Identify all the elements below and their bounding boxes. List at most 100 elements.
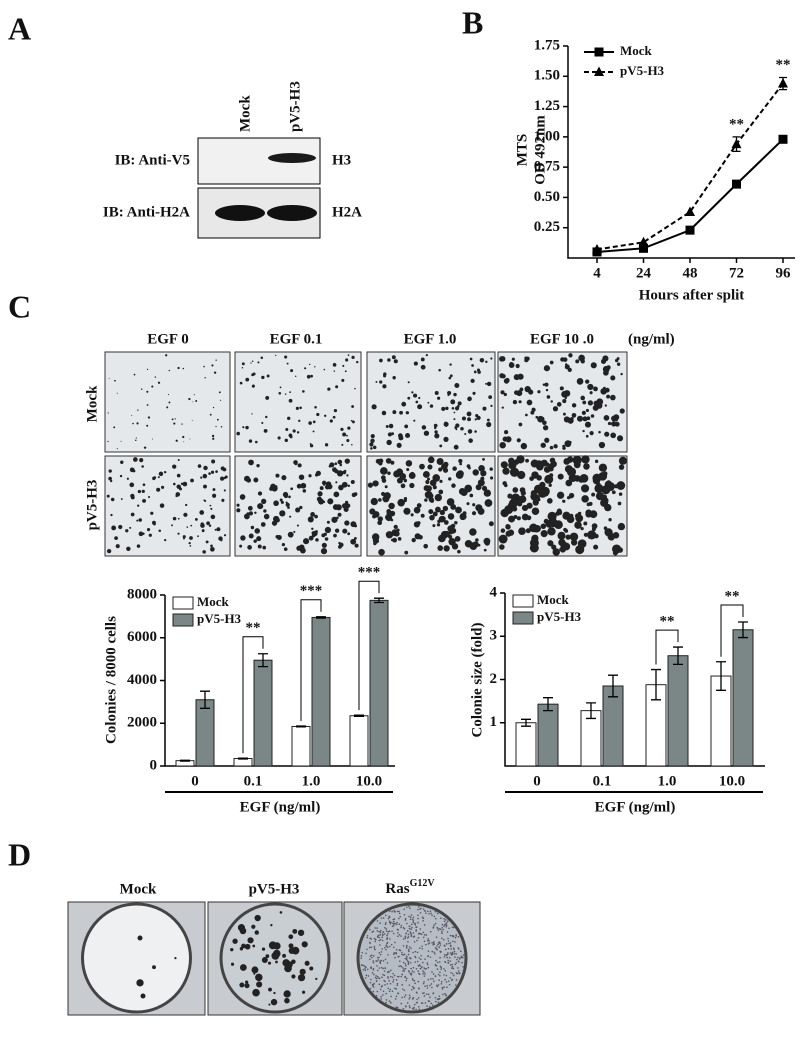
colony [390, 460, 395, 465]
colony [518, 400, 522, 404]
colony [531, 507, 540, 515]
focus [426, 987, 429, 989]
focus [376, 920, 379, 922]
focus [388, 930, 391, 933]
colony [545, 388, 549, 392]
focus [365, 974, 368, 977]
colony [411, 391, 414, 394]
x-tick-label: 10.0 [719, 773, 745, 789]
focus [412, 921, 415, 924]
colony [609, 422, 612, 425]
focus [409, 931, 412, 933]
focus [408, 1005, 411, 1007]
colony [488, 521, 494, 527]
y-axis-label: MTS [514, 134, 530, 167]
colony [202, 473, 208, 479]
focus [426, 910, 429, 913]
colony [295, 406, 299, 410]
focus [369, 928, 371, 931]
focus [446, 956, 448, 959]
focus [403, 968, 405, 970]
colony [192, 401, 194, 403]
colony [298, 474, 305, 480]
x-tick-label: 72 [729, 265, 744, 281]
y-tick-label: 2 [490, 671, 498, 687]
colony [396, 528, 400, 532]
significance-bracket [300, 599, 322, 722]
focus [386, 962, 389, 964]
colony [489, 476, 494, 480]
colony [505, 524, 510, 528]
focus [423, 924, 426, 926]
colony [219, 476, 225, 481]
focus [393, 920, 395, 923]
focus [428, 912, 430, 915]
colony [342, 528, 348, 534]
colony [481, 485, 488, 491]
focus [365, 977, 367, 979]
colony [312, 420, 316, 424]
focus [439, 942, 441, 945]
colony [533, 496, 540, 503]
focus [445, 922, 448, 924]
focus [418, 987, 420, 990]
colony [261, 498, 267, 504]
focus [380, 959, 383, 962]
colony [223, 534, 227, 537]
focus [417, 970, 420, 972]
focus [412, 979, 414, 981]
focus [439, 944, 442, 946]
focus [461, 961, 463, 964]
colony [436, 507, 440, 511]
colony [386, 439, 392, 446]
colony [176, 473, 181, 478]
colony [337, 506, 340, 509]
colony [189, 438, 191, 440]
focus [371, 983, 374, 986]
colony [589, 391, 593, 395]
colony [203, 484, 207, 489]
focus [377, 959, 380, 961]
focus [418, 947, 421, 949]
focus [407, 949, 410, 952]
x-axis-label: EGF (ng/ml) [240, 799, 321, 815]
focus [443, 924, 446, 926]
focus [384, 984, 386, 986]
colony [526, 399, 533, 406]
focus [405, 906, 408, 909]
error-bar [738, 621, 748, 639]
colony [324, 484, 330, 490]
focus [446, 953, 449, 956]
focus [430, 1002, 433, 1005]
focus [392, 922, 394, 925]
colony [137, 504, 140, 507]
colony [612, 532, 620, 539]
colony [290, 369, 294, 373]
colony [540, 530, 548, 538]
focus [361, 951, 364, 954]
colony [139, 458, 144, 463]
colony [573, 461, 581, 469]
colony [246, 512, 250, 516]
colony [465, 540, 470, 545]
colony [562, 499, 566, 503]
focus [419, 928, 422, 930]
colony [188, 541, 191, 545]
colony [251, 413, 253, 415]
colony [350, 419, 353, 422]
focus [410, 972, 413, 975]
colony [585, 379, 590, 384]
focus [435, 965, 438, 967]
colony [414, 533, 421, 540]
colony [181, 423, 183, 425]
focus [422, 908, 425, 910]
colony [156, 487, 161, 492]
colony [537, 390, 541, 394]
colony [530, 459, 539, 468]
focus [432, 942, 435, 944]
colony [398, 435, 404, 441]
focus [378, 967, 381, 969]
colony [150, 511, 154, 515]
colony [545, 519, 554, 528]
colony [434, 430, 438, 434]
